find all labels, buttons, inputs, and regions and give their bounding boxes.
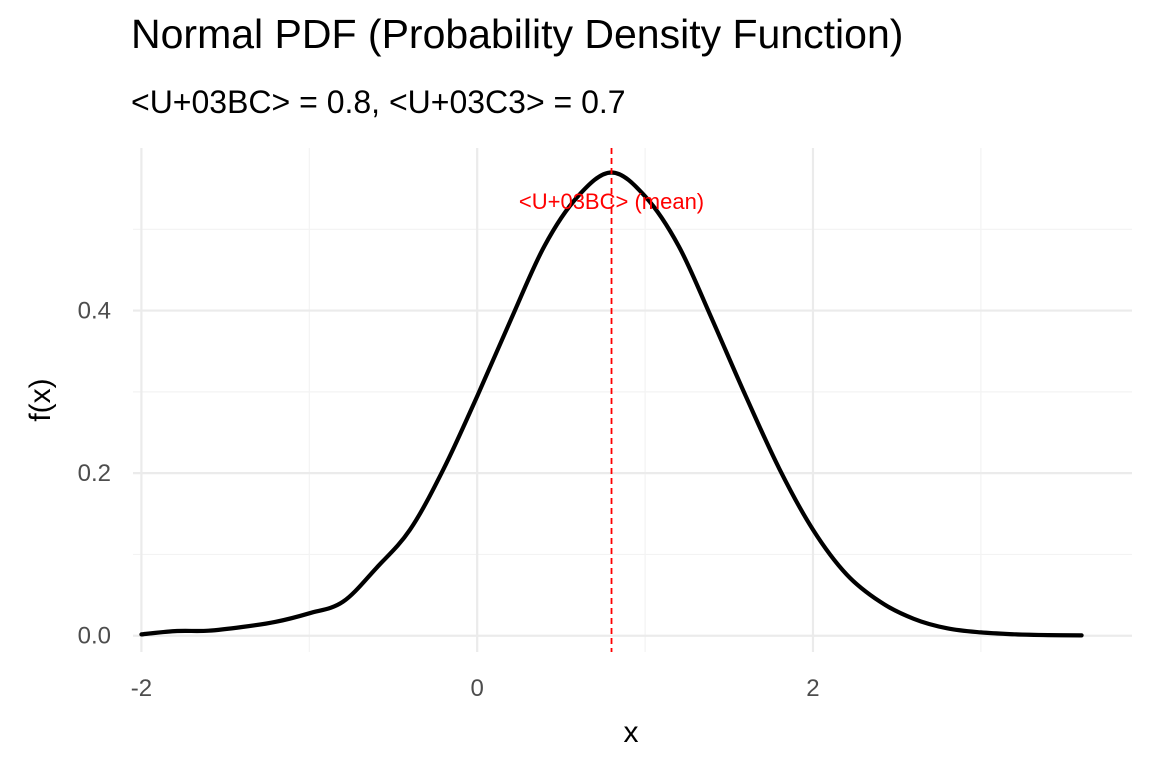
chart-title: Normal PDF (Probability Density Function… [131,11,904,57]
chart-subtitle: <U+03BC> = 0.8, <U+03C3> = 0.7 [131,84,626,120]
mean-annotation: <U+03BC> (mean) [519,189,704,214]
x-tick-label: -2 [131,675,152,702]
y-tick-label: 0.4 [78,298,111,325]
minor-gridlines [133,148,1132,652]
annotation-layer: <U+03BC> (mean) [519,189,704,214]
x-axis-title: x [624,716,639,749]
y-axis-ticks: 0.0 0.2 0.4 [78,298,111,650]
x-axis-ticks: -2 0 2 [131,675,820,702]
y-tick-label: 0.2 [78,460,111,487]
major-gridlines [133,148,1132,652]
x-tick-label: 2 [806,675,819,702]
y-axis-title: f(x) [24,378,57,421]
x-tick-label: 0 [471,675,484,702]
y-tick-label: 0.0 [78,623,111,650]
